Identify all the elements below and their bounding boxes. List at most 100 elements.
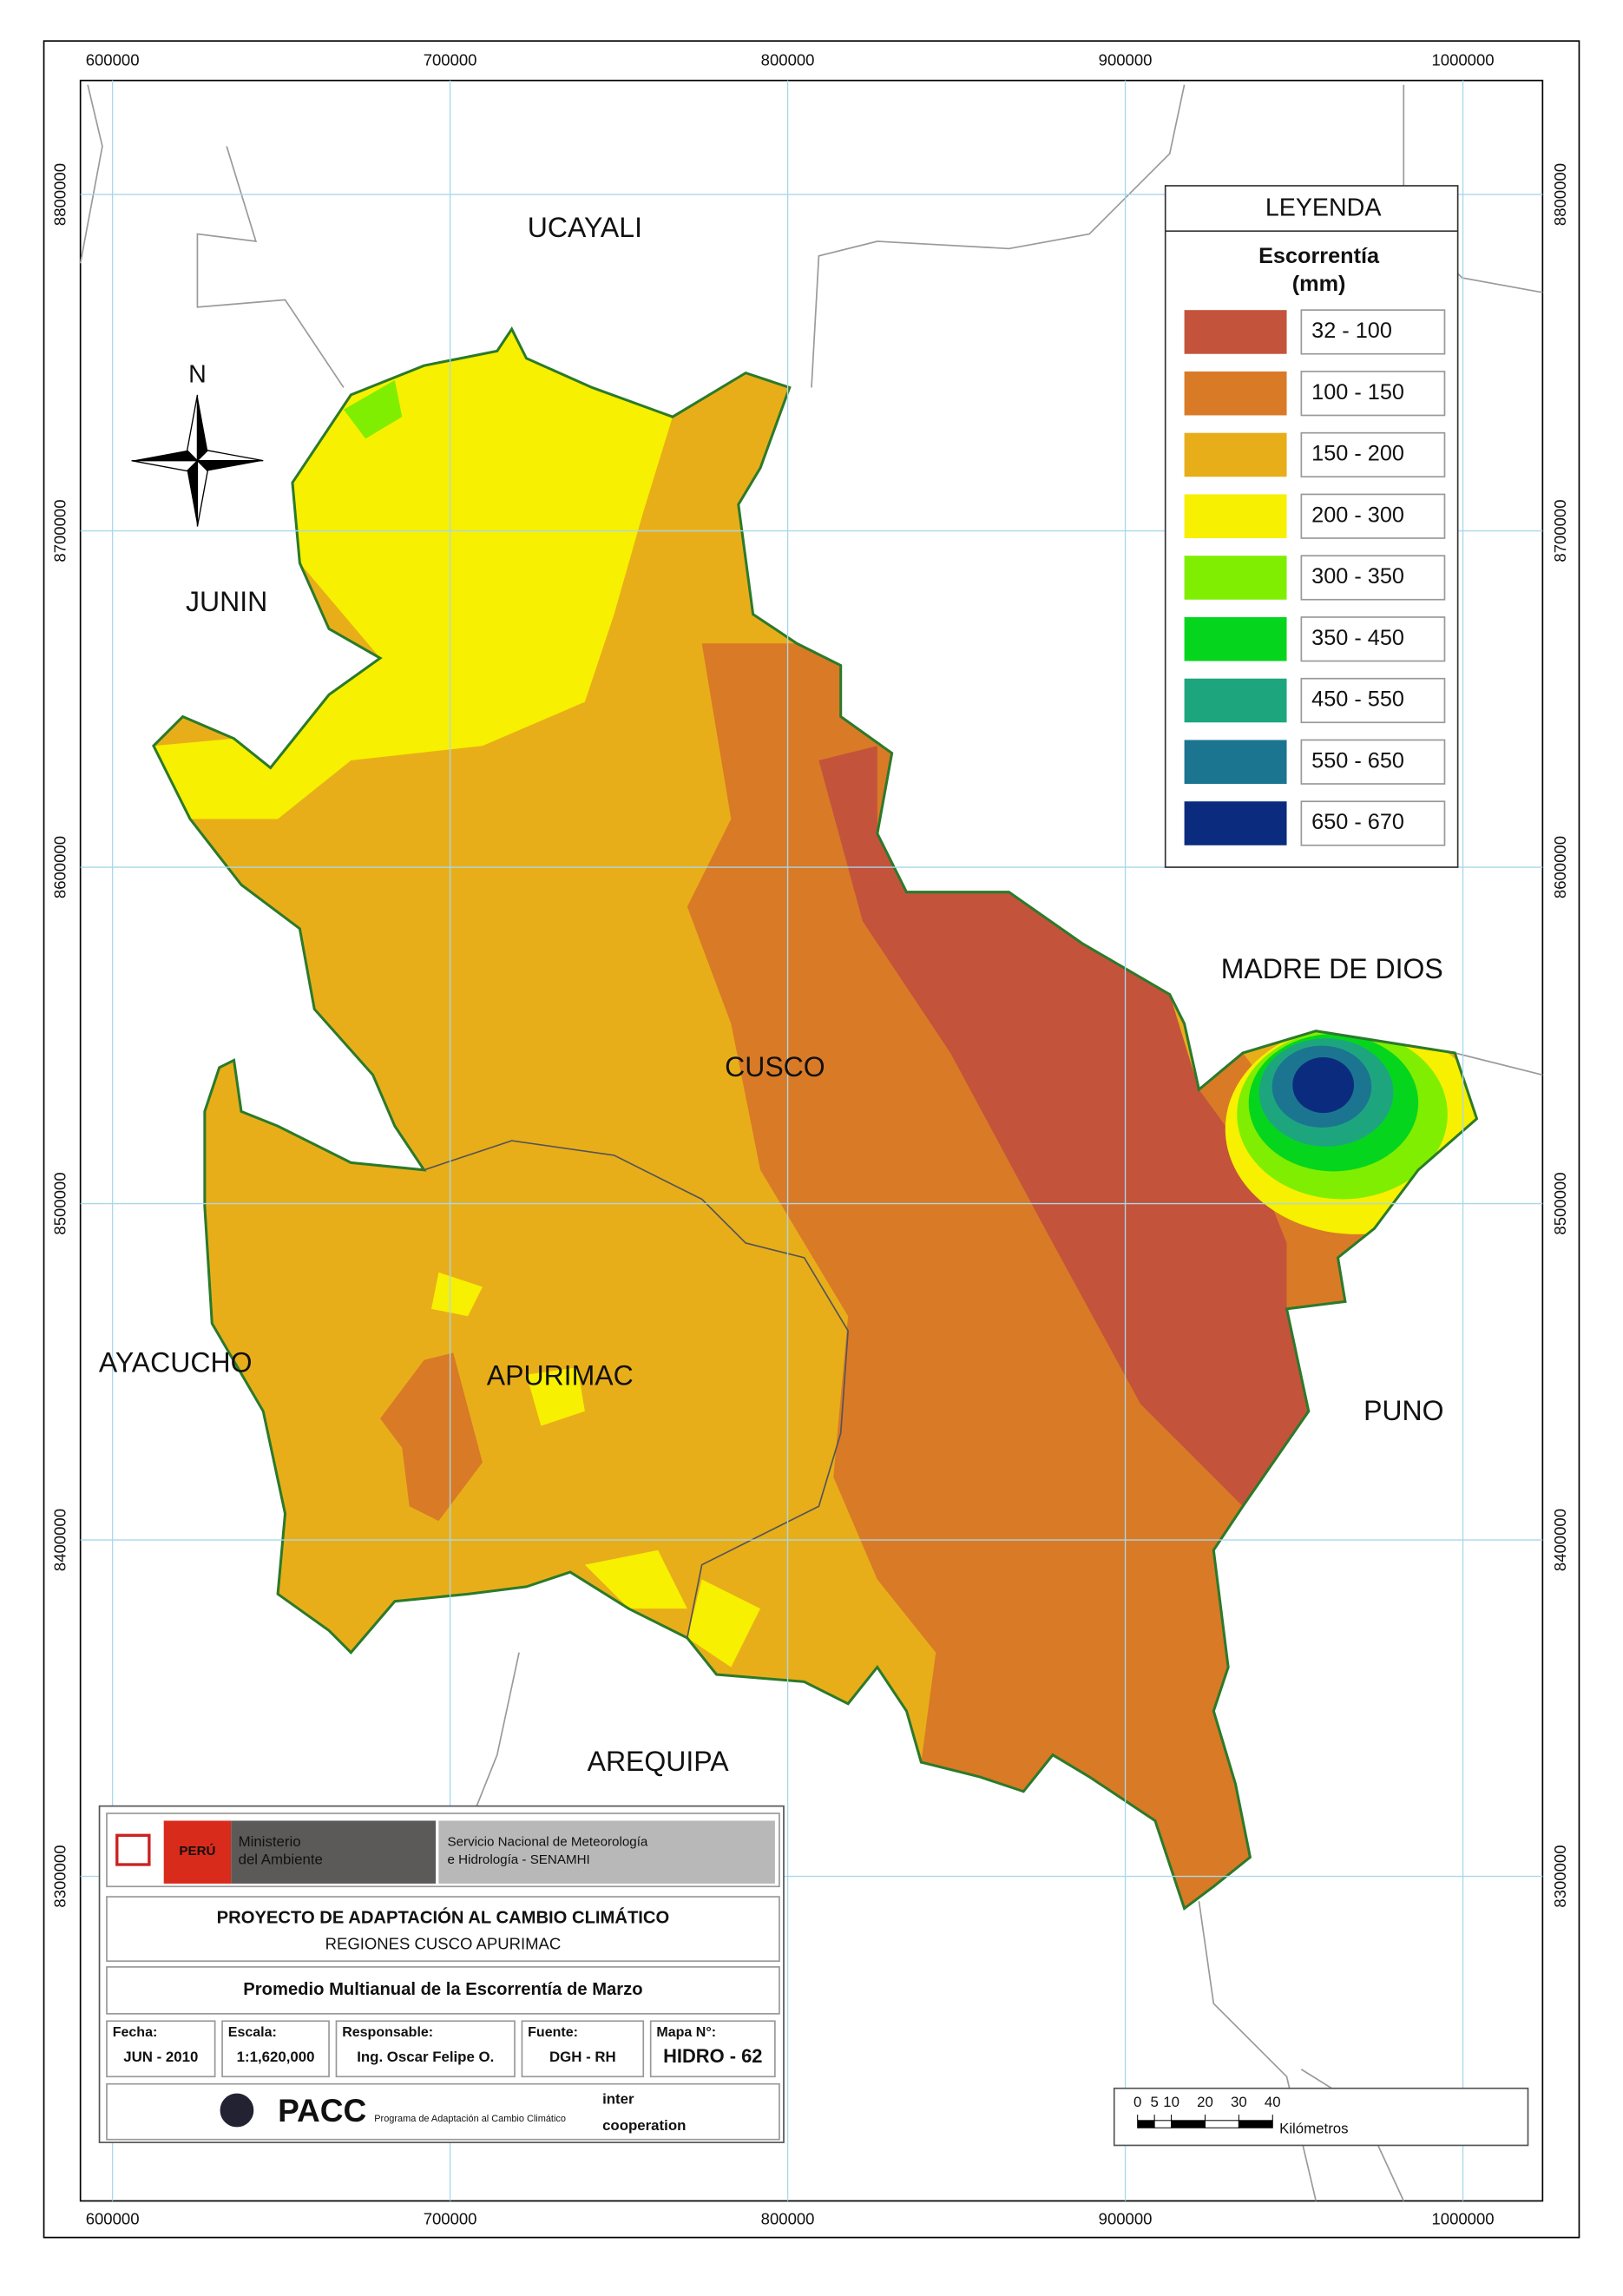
pacc-logo: PACC: [278, 2092, 366, 2128]
legend-title: LEYENDA: [1265, 194, 1383, 221]
legend-swatch: [1184, 310, 1287, 354]
runoff-zone: [1292, 1057, 1355, 1114]
x-tick-label: 900000: [1099, 51, 1153, 69]
y-tick-label: 8400000: [1551, 1509, 1569, 1571]
outer-frame: [43, 40, 1580, 2239]
legend-subtitle: Escorrentía: [1258, 244, 1380, 268]
project-subtitle: REGIONES CUSCO APURIMAC: [325, 1935, 562, 1953]
legend-label-box: [1300, 800, 1446, 846]
region-label: JUNIN: [186, 586, 267, 617]
x-tick-label: 700000: [424, 51, 477, 69]
region-label: UCAYALI: [528, 212, 642, 243]
info-field-value: JUN - 2010: [123, 2049, 198, 2065]
ministry-box: [231, 1820, 437, 1884]
y-tick-label: 8600000: [1551, 836, 1569, 898]
intercooperation-logo: cooperation: [602, 2117, 686, 2134]
y-tick-label: 8500000: [51, 1172, 69, 1234]
y-tick-label: 8300000: [1551, 1845, 1569, 1907]
info-field: [106, 2020, 216, 2078]
legend-label-box: [1300, 371, 1446, 417]
project-row: [106, 1896, 780, 1963]
intercooperation-logo: inter: [602, 2091, 634, 2108]
legend-label: 550 - 650: [1311, 748, 1404, 773]
north-arrow: [131, 394, 264, 527]
legend-label-box: [1300, 555, 1446, 601]
info-field: [521, 2020, 645, 2078]
north-label: N: [188, 361, 207, 389]
legend-label-box: [1300, 677, 1446, 724]
region-label: AYACUCHO: [99, 1346, 253, 1378]
region-label: CUSCO: [725, 1051, 825, 1082]
runoff-zone: [153, 329, 673, 819]
legend-label: 450 - 550: [1311, 687, 1404, 712]
y-tick-label: 8700000: [51, 499, 69, 562]
y-tick-label: 8800000: [1551, 163, 1569, 226]
runoff-zone: [584, 1549, 687, 1609]
y-tick-label: 8600000: [51, 836, 69, 898]
senamhi-box: [438, 1820, 775, 1884]
scale-tick-label: 0: [1133, 2094, 1141, 2110]
map-title: Promedio Multianual de la Escorrentía de…: [243, 1980, 642, 1999]
neighbour-boundary: [196, 146, 345, 388]
info-field-label: Responsable:: [342, 2025, 433, 2040]
info-field-value: Ing. Oscar Felipe O.: [357, 2049, 494, 2065]
globe-icon: [218, 2091, 255, 2129]
legend-swatch: [1184, 432, 1287, 477]
legend-swatch: [1184, 494, 1287, 538]
scale-segment: [1204, 2120, 1239, 2128]
neighbour-boundary: [79, 84, 103, 264]
project-title: PROYECTO DE ADAPTACIÓN AL CAMBIO CLIMÁTI…: [217, 1907, 670, 1928]
legend-label: 300 - 350: [1311, 564, 1404, 589]
y-tick-label: 8300000: [51, 1845, 69, 1907]
scale-box: [1113, 2087, 1529, 2147]
legend-swatch: [1184, 801, 1287, 845]
runoff-zone: [687, 643, 1375, 1909]
info-field-label: Fecha:: [113, 2025, 158, 2040]
x-tick-label: 1000000: [1431, 51, 1494, 69]
region-label: AREQUIPA: [588, 1746, 730, 1777]
info-field-value: HIDRO - 62: [663, 2045, 762, 2067]
scale-tick-label: 20: [1197, 2094, 1213, 2110]
runoff-zone: [818, 746, 1309, 1507]
info-field-label: Mapa N°:: [656, 2025, 716, 2040]
region-label: PUNO: [1363, 1395, 1443, 1426]
legend-label-box: [1300, 431, 1446, 478]
legend-swatch: [1184, 740, 1287, 785]
peru-label: PERÚ: [179, 1843, 215, 1859]
info-field-label: Fuente:: [528, 2025, 578, 2040]
x-tick-label: 800000: [761, 2209, 815, 2227]
scale-tick-label: 10: [1163, 2094, 1179, 2110]
legend-label: 200 - 300: [1311, 503, 1404, 527]
legend-label: 100 - 150: [1311, 380, 1404, 405]
legend-swatch: [1184, 678, 1287, 723]
ministry-label: Ministerio: [239, 1833, 301, 1850]
info-field-label: Escala:: [228, 2025, 277, 2040]
legend-label: 32 - 100: [1311, 319, 1392, 343]
pacc-program: Programa de Adaptación al Cambio Climáti…: [374, 2114, 566, 2124]
x-tick-label: 900000: [1099, 2209, 1153, 2227]
legend-label: 650 - 670: [1311, 810, 1404, 834]
peru-box: [163, 1820, 232, 1884]
scale-segment: [1153, 2120, 1173, 2128]
neighbour-boundary: [811, 84, 1186, 388]
legend-swatch: [1184, 371, 1287, 416]
scale-segment: [1171, 2120, 1206, 2128]
legend-label-box: [1300, 739, 1446, 785]
senamhi-label: Servicio Nacional de Meteorología: [448, 1835, 648, 1850]
legend-label: 350 - 450: [1311, 626, 1404, 650]
legend-label-box: [1300, 616, 1446, 662]
info-field-value: DGH - RH: [549, 2049, 616, 2065]
scale-segment: [1137, 2120, 1155, 2128]
x-tick-label: 1000000: [1431, 2209, 1494, 2227]
region-label: MADRE DE DIOS: [1221, 953, 1443, 984]
y-tick-label: 8800000: [51, 163, 69, 226]
legend-label-box: [1300, 309, 1446, 355]
y-tick-label: 8700000: [1551, 499, 1569, 562]
scale-tick-label: 40: [1265, 2094, 1281, 2110]
scale-tick-label: 5: [1150, 2094, 1158, 2110]
flag-icon: [115, 1833, 151, 1866]
scale-unit: Kilómetros: [1279, 2120, 1349, 2136]
y-tick-label: 8500000: [1551, 1172, 1569, 1234]
internal-boundary: [424, 1140, 849, 1639]
